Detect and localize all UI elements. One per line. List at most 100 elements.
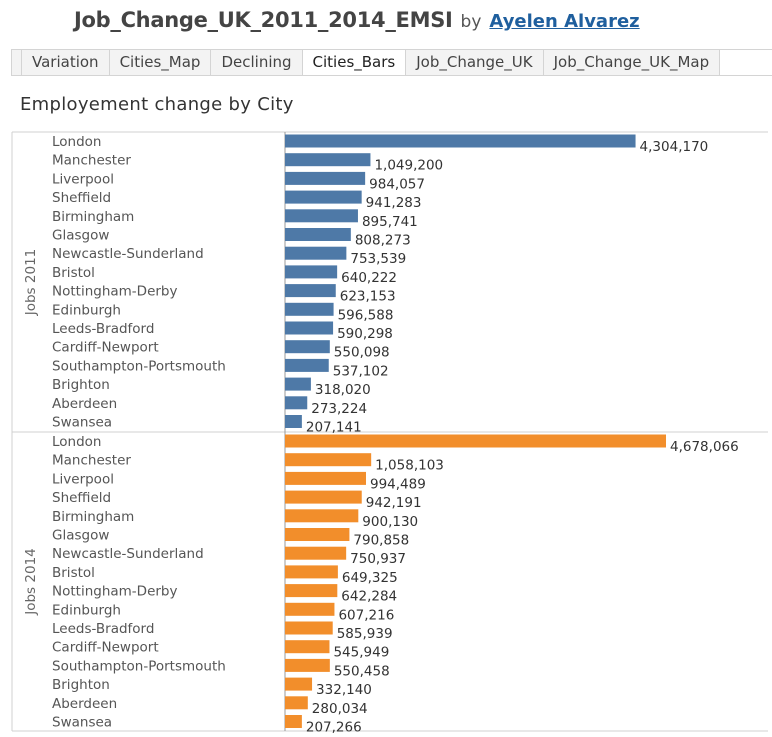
value-label: 994,489 — [370, 476, 426, 492]
city-label: Leeds-Bradford — [52, 621, 154, 637]
bar — [285, 209, 358, 223]
city-label: Southampton-Portsmouth — [52, 358, 226, 374]
value-label: 273,224 — [311, 401, 367, 417]
value-label: 4,678,066 — [670, 439, 739, 455]
value-label: 207,141 — [306, 420, 362, 436]
tab-strip-lead — [11, 50, 21, 75]
city-label: Swansea — [52, 715, 112, 731]
city-label: Glasgow — [52, 228, 109, 244]
value-label: 750,937 — [350, 551, 406, 567]
city-label: Bristol — [52, 265, 95, 281]
city-label: Edinburgh — [52, 602, 121, 618]
value-label: 642,284 — [341, 589, 397, 605]
city-label: Liverpool — [52, 471, 114, 487]
city-label: Newcastle-Sunderland — [52, 246, 204, 262]
value-label: 596,588 — [338, 307, 394, 323]
city-label: Brighton — [52, 377, 110, 393]
city-label: Manchester — [52, 153, 131, 169]
bar — [285, 302, 334, 316]
bar — [285, 321, 334, 335]
bar — [285, 546, 347, 560]
tab-job-change-uk[interactable]: Job_Change_UK — [406, 50, 543, 75]
value-label: 590,298 — [337, 326, 393, 342]
bar — [285, 396, 308, 410]
city-label: Edinburgh — [52, 302, 121, 318]
value-label: 207,266 — [306, 720, 362, 736]
city-label: Aberdeen — [52, 696, 117, 712]
city-label: Cardiff-Newport — [52, 340, 159, 356]
city-label: Birmingham — [52, 209, 134, 225]
value-label: 550,098 — [334, 345, 390, 361]
city-label: Nottingham-Derby — [52, 284, 177, 300]
tab-variation[interactable]: Variation — [21, 50, 109, 75]
city-label: Liverpool — [52, 171, 114, 187]
bar — [285, 358, 329, 372]
bar — [285, 453, 372, 467]
bar — [285, 584, 338, 598]
bar — [285, 621, 333, 635]
value-label: 4,304,170 — [640, 139, 709, 155]
value-label: 332,140 — [316, 682, 372, 698]
bar — [285, 509, 359, 523]
tab-job-change-uk-map[interactable]: Job_Change_UK_Map — [542, 50, 721, 75]
city-label: Leeds-Bradford — [52, 321, 154, 337]
bar — [285, 528, 350, 541]
city-label: Southampton-Portsmouth — [52, 658, 226, 674]
bar — [285, 284, 336, 298]
city-label: Sheffield — [52, 190, 111, 206]
value-label: 623,153 — [340, 289, 396, 305]
bar — [285, 658, 330, 672]
city-label: Birmingham — [52, 509, 134, 525]
bar — [285, 434, 666, 448]
bar — [285, 490, 362, 504]
bar — [285, 471, 366, 485]
value-label: 790,858 — [353, 533, 409, 549]
value-label: 895,741 — [362, 214, 418, 230]
city-label: Glasgow — [52, 528, 109, 544]
value-label: 550,458 — [334, 663, 390, 679]
city-label: Cardiff-Newport — [52, 640, 159, 656]
tab-cities-bars[interactable]: Cities_Bars — [301, 50, 407, 75]
city-label: Sheffield — [52, 490, 111, 506]
bar — [285, 340, 330, 354]
city-label: Aberdeen — [52, 396, 117, 412]
bar — [285, 228, 351, 241]
workbook-title: Job_Change_UK_2011_2014_EMSI — [74, 8, 453, 32]
bar — [285, 377, 311, 391]
value-label: 808,273 — [355, 233, 411, 249]
city-label: London — [52, 434, 102, 450]
bar — [285, 565, 338, 579]
bar — [285, 153, 371, 167]
by-text: by — [460, 12, 482, 32]
bar — [285, 640, 330, 654]
city-label: Bristol — [52, 565, 95, 581]
value-label: 941,283 — [366, 195, 422, 211]
city-label: Swansea — [52, 415, 112, 431]
value-label: 1,058,103 — [375, 458, 444, 474]
bar — [285, 696, 308, 710]
bar — [285, 677, 313, 691]
series-title: Jobs 2014 — [23, 548, 39, 616]
city-label: Manchester — [52, 453, 131, 469]
value-label: 318,020 — [315, 382, 371, 398]
value-label: 640,222 — [341, 270, 397, 286]
value-label: 753,539 — [350, 251, 406, 267]
value-label: 585,939 — [337, 626, 393, 642]
value-label: 984,057 — [369, 176, 425, 192]
value-label: 537,102 — [333, 363, 389, 379]
value-label: 1,049,200 — [374, 158, 443, 174]
city-label: London — [52, 134, 102, 150]
bar — [285, 415, 302, 428]
author-link[interactable]: Ayelen Alvarez — [489, 11, 640, 32]
city-label: Newcastle-Sunderland — [52, 546, 204, 562]
workbook-header: Job_Change_UK_2011_2014_EMSI by Ayelen A… — [74, 8, 640, 38]
value-label: 545,949 — [333, 645, 389, 661]
tab-declining[interactable]: Declining — [210, 50, 302, 75]
bar — [285, 246, 347, 260]
tab-cities-map[interactable]: Cities_Map — [108, 50, 211, 75]
city-label: Nottingham-Derby — [52, 584, 177, 600]
bar — [285, 602, 335, 616]
bar — [285, 715, 302, 728]
value-label: 649,325 — [342, 570, 398, 586]
